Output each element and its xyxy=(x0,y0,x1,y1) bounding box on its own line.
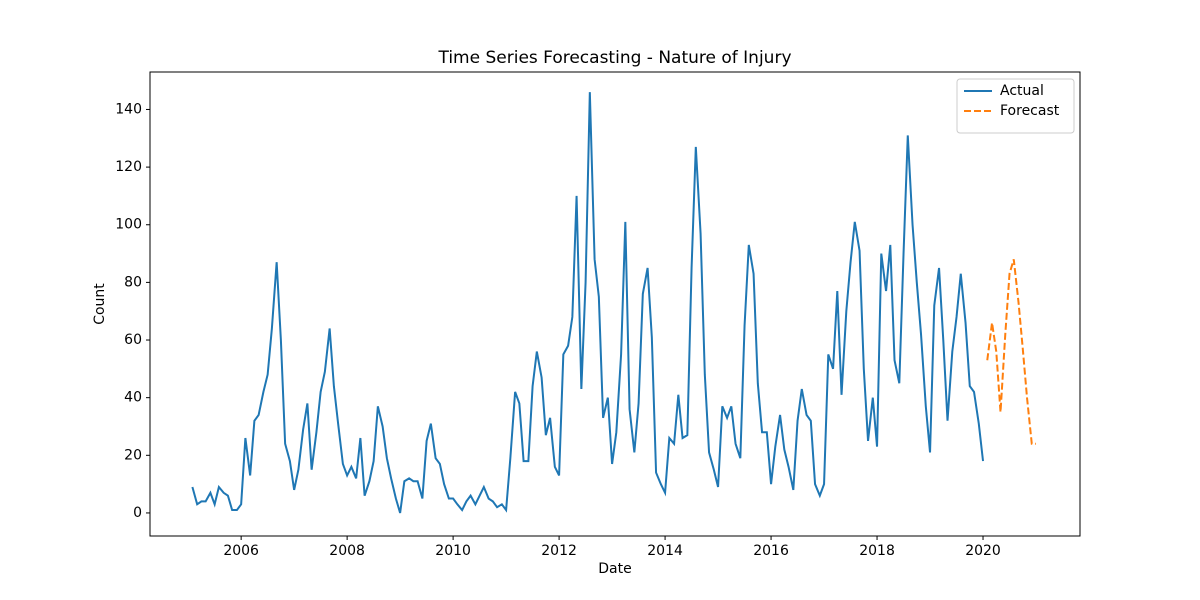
y-tick-label: 0 xyxy=(133,505,142,521)
y-tick-label: 100 xyxy=(115,217,142,233)
y-tick-label: 60 xyxy=(124,332,142,348)
y-axis-label: Count xyxy=(92,283,108,325)
x-tick-label: 2018 xyxy=(859,543,895,559)
series-line xyxy=(191,92,985,514)
x-axis-label: Date xyxy=(598,561,631,577)
x-tick-label: 2008 xyxy=(329,543,365,559)
chart-title: Time Series Forecasting - Nature of Inju… xyxy=(437,48,791,68)
legend-label: Forecast xyxy=(1000,103,1060,119)
legend-label: Actual xyxy=(1000,83,1044,99)
x-tick-label: 2016 xyxy=(753,543,789,559)
x-tick-label: 2014 xyxy=(647,543,683,559)
y-tick-label: 80 xyxy=(124,274,142,290)
x-tick-label: 2010 xyxy=(435,543,471,559)
x-tick-label: 2012 xyxy=(541,543,577,559)
y-tick-label: 20 xyxy=(124,447,142,463)
series-line xyxy=(986,259,1037,445)
y-tick-label: 40 xyxy=(124,390,142,406)
plot-frame xyxy=(149,71,1081,537)
y-tick-label: 140 xyxy=(115,101,142,117)
y-tick-label: 120 xyxy=(115,159,142,175)
legend-box xyxy=(956,78,1075,134)
x-tick-label: 2020 xyxy=(965,543,1001,559)
x-tick-label: 2006 xyxy=(223,543,259,559)
